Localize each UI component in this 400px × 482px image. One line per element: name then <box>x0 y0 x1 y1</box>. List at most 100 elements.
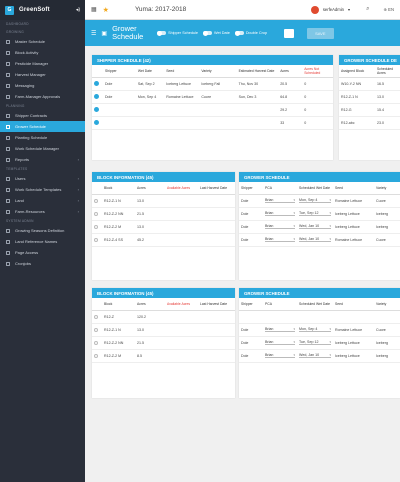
sidebar-item[interactable]: Messaging <box>0 80 85 91</box>
row-radio[interactable] <box>94 353 98 358</box>
pca-select[interactable]: Brian <box>265 211 295 216</box>
row-radio[interactable] <box>94 198 98 203</box>
wet-date-cell[interactable]: Tue, Sep 12 <box>297 207 333 221</box>
row-action-cell[interactable] <box>92 90 103 104</box>
pca-cell[interactable]: Brian <box>263 349 297 363</box>
sidebar-item[interactable]: Work Schedule Manager <box>0 143 85 154</box>
row-select-cell[interactable] <box>92 220 102 234</box>
sidebar-item[interactable]: Master Schedule <box>0 36 85 47</box>
table-row[interactable]: R12-Z-1 N 13.0 <box>339 90 400 104</box>
grid-menu-icon[interactable]: ▦ <box>91 7 97 13</box>
table-row[interactable]: R12-Z-2 M 8.5 <box>92 349 235 363</box>
row-radio[interactable] <box>94 224 98 229</box>
row-select-cell[interactable] <box>92 194 102 208</box>
row-select-cell[interactable] <box>92 349 102 363</box>
wet-date-cell[interactable] <box>297 310 333 324</box>
table-row[interactable]: R12-Z-2 M 13.0 <box>92 220 235 234</box>
table-row[interactable]: R12-Z-4 SS 45.2 <box>92 233 235 247</box>
wet-date-cell[interactable]: Wed, Jan 10 <box>297 220 333 234</box>
table-row[interactable] <box>239 310 400 324</box>
sidebar-item[interactable]: Land › <box>0 195 85 206</box>
table-row[interactable]: R12-Z 120.2 <box>92 310 235 324</box>
pca-cell[interactable]: Brian <box>263 233 297 247</box>
wet-date-select[interactable]: Mon, Sep 4 <box>299 327 331 332</box>
sidebar-item[interactable]: Reports › <box>0 154 85 165</box>
toggle-shipper-schedule[interactable]: Shipper Schedule <box>157 30 198 36</box>
toggle-wet-date[interactable]: Wet Date <box>203 30 230 36</box>
table-row[interactable]: R12-Z-2 NN 21.5 <box>92 207 235 221</box>
row-radio[interactable] <box>94 314 98 319</box>
wet-date-cell[interactable]: Mon, Sep 4 <box>297 194 333 208</box>
add-icon[interactable] <box>94 94 99 99</box>
toggle-switch[interactable] <box>203 30 213 36</box>
table-row[interactable]: R12-Z-1 N 13.0 <box>92 194 235 208</box>
table-row[interactable]: R12-Z-1 N 13.0 <box>92 323 235 337</box>
sidebar-item[interactable]: Planting Schedule <box>0 132 85 143</box>
favorite-star-icon[interactable]: ★ <box>102 6 109 14</box>
table-row[interactable]: 33 0 <box>92 116 333 130</box>
row-action-cell[interactable] <box>92 103 103 117</box>
wet-date-select[interactable]: Wed, Jan 10 <box>299 224 331 229</box>
wet-date-select[interactable]: Wed, Jan 10 <box>299 237 331 242</box>
search-icon[interactable]: ⌕ <box>366 6 370 12</box>
row-select-cell[interactable] <box>92 336 102 350</box>
language-selector[interactable]: ⊕ EN <box>383 7 394 12</box>
sidebar-item[interactable]: Farm-Manager Approvals <box>0 91 85 102</box>
sidebar-item[interactable]: Grower Schedule <box>0 121 85 132</box>
sidebar-item[interactable]: Block Activity <box>0 47 85 58</box>
wet-date-select[interactable]: Mon, Sep 4 <box>299 198 331 203</box>
row-radio[interactable] <box>94 327 98 332</box>
pca-select[interactable]: Brian <box>265 198 295 203</box>
pca-cell[interactable]: Brian <box>263 194 297 208</box>
toggle-double-crop[interactable]: Double Crop <box>234 30 267 36</box>
menu-icon[interactable]: ☰ <box>91 30 97 37</box>
row-select-cell[interactable] <box>92 207 102 221</box>
table-row[interactable]: Dole Sat, Sep 2 Iceberg Lettuce Iceberg Fal… <box>92 77 333 91</box>
save-button[interactable]: SAVE <box>307 27 334 39</box>
table-row[interactable]: W10-Y-2 NN 16.5 <box>339 77 400 91</box>
toggle-switch[interactable] <box>234 30 244 36</box>
sidebar-item[interactable]: Page Access <box>0 247 85 258</box>
add-icon[interactable] <box>94 81 99 86</box>
table-row[interactable]: R12-G 15.4 <box>339 103 400 117</box>
sidebar-item[interactable]: Land Reference Names <box>0 236 85 247</box>
table-row[interactable]: Dole Mon, Sep 4 Romaine Lettuce Cuore Sun, D… <box>92 90 333 104</box>
wet-date-select[interactable]: Wed, Jan 10 <box>299 353 331 358</box>
row-select-cell[interactable] <box>92 310 102 324</box>
row-select-cell[interactable] <box>92 233 102 247</box>
pca-cell[interactable]: Brian <box>263 323 297 337</box>
sidebar-item[interactable]: Work Schedule Templates › <box>0 184 85 195</box>
wet-date-select[interactable]: Tue, Sep 12 <box>299 340 331 345</box>
sidebar-item[interactable]: Farm-Resources › <box>0 206 85 217</box>
sidebar-item[interactable]: Pesticide Manager <box>0 58 85 69</box>
pca-select[interactable]: Brian <box>265 327 295 332</box>
table-row[interactable]: 29.2 0 <box>92 103 333 117</box>
pca-select[interactable]: Brian <box>265 224 295 229</box>
table-row[interactable]: R12-abc 23.0 <box>339 116 400 130</box>
add-icon[interactable] <box>94 120 99 125</box>
pca-select[interactable]: Brian <box>265 340 295 345</box>
pca-select[interactable]: Brian <box>265 237 295 242</box>
toggle-switch[interactable] <box>157 30 167 36</box>
row-radio[interactable] <box>94 211 98 216</box>
row-action-cell[interactable] <box>92 116 103 130</box>
sidebar-item[interactable]: Shipper Contracts <box>0 110 85 121</box>
pca-cell[interactable]: Brian <box>263 207 297 221</box>
add-icon[interactable] <box>94 107 99 112</box>
wet-date-select[interactable]: Tue, Sep 12 <box>299 211 331 216</box>
sidebar-collapse-icon[interactable]: ◂) <box>75 7 80 13</box>
sidebar-item[interactable]: Harvest Manager <box>0 69 85 80</box>
wet-date-cell[interactable]: Mon, Sep 4 <box>297 323 333 337</box>
season-label[interactable]: Yuma: 2017-2018 <box>134 6 187 13</box>
sidebar-item[interactable]: Growing Seasons Definition <box>0 225 85 236</box>
user-menu[interactable]: serfeAdmin ▾ <box>310 5 350 14</box>
wet-date-cell[interactable]: Tue, Sep 12 <box>297 336 333 350</box>
row-select-cell[interactable] <box>92 323 102 337</box>
pca-cell[interactable]: Brian <box>263 220 297 234</box>
